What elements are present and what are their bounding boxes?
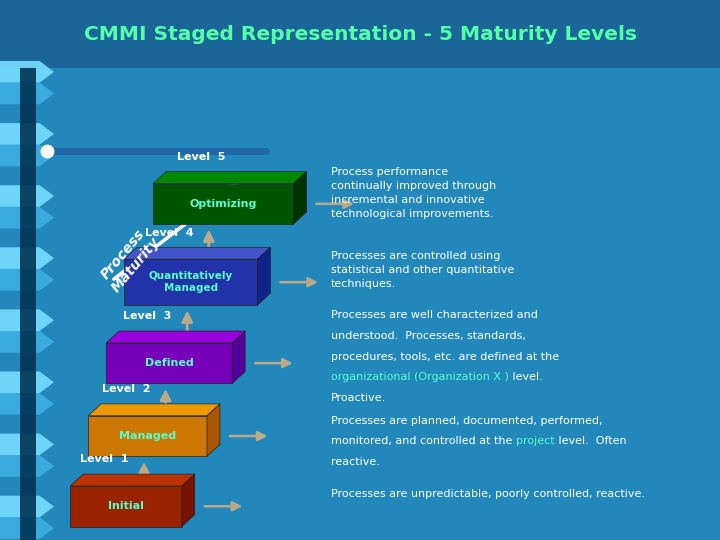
Bar (20, 68, 36, 540)
Text: level.: level. (509, 372, 543, 382)
Text: level.  Often: level. Often (554, 436, 626, 447)
Text: Level  2: Level 2 (102, 384, 150, 394)
Text: Processes are unpredictable, poorly controlled, reactive.: Processes are unpredictable, poorly cont… (331, 489, 645, 499)
Text: Processes are controlled using
statistical and other quantitative
techniques.: Processes are controlled using statistic… (331, 251, 515, 289)
Text: Proactive.: Proactive. (331, 393, 387, 403)
Polygon shape (294, 172, 307, 224)
Polygon shape (0, 247, 54, 269)
Polygon shape (125, 247, 271, 259)
Text: Optimizing: Optimizing (189, 199, 257, 209)
Polygon shape (0, 434, 54, 455)
Polygon shape (0, 372, 54, 393)
Text: Processes are well characterized and: Processes are well characterized and (331, 310, 538, 321)
Bar (0, 0, 720, 68)
Polygon shape (207, 404, 220, 456)
Polygon shape (70, 474, 194, 486)
Text: Quantitatively
Managed: Quantitatively Managed (148, 271, 233, 293)
Polygon shape (0, 455, 54, 477)
Bar (153, 184, 294, 224)
Polygon shape (0, 145, 54, 166)
Polygon shape (0, 185, 54, 207)
Polygon shape (153, 172, 307, 184)
Text: reactive.: reactive. (331, 457, 380, 467)
Text: Level  4: Level 4 (145, 227, 194, 238)
Polygon shape (0, 83, 54, 104)
Polygon shape (107, 331, 245, 343)
Bar (125, 259, 258, 305)
Text: Level  3: Level 3 (123, 311, 172, 321)
Bar (70, 486, 181, 526)
Text: organizational (Organization X ): organizational (Organization X ) (331, 372, 509, 382)
Bar (107, 343, 232, 383)
Polygon shape (232, 331, 245, 383)
Text: Processes are planned, documented, performed,: Processes are planned, documented, perfo… (331, 416, 603, 426)
Text: project: project (516, 436, 554, 447)
Text: procedures, tools, etc. are defined at the: procedures, tools, etc. are defined at t… (331, 352, 559, 362)
Polygon shape (0, 269, 54, 291)
Polygon shape (0, 517, 54, 539)
Text: Managed: Managed (119, 431, 176, 441)
Text: CMMI Staged Representation - 5 Maturity Levels: CMMI Staged Representation - 5 Maturity … (84, 24, 636, 44)
Text: understood.  Processes, standards,: understood. Processes, standards, (331, 331, 526, 341)
Text: Initial: Initial (108, 501, 144, 511)
Polygon shape (0, 123, 54, 145)
Text: Process performance
continually improved through
incremental and innovative
tech: Process performance continually improved… (331, 167, 497, 219)
Polygon shape (88, 404, 220, 416)
Polygon shape (0, 331, 54, 353)
Polygon shape (0, 309, 54, 331)
Text: Defined: Defined (145, 358, 194, 368)
Text: monitored, and controlled at the: monitored, and controlled at the (331, 436, 516, 447)
Polygon shape (0, 393, 54, 415)
Polygon shape (0, 207, 54, 228)
Polygon shape (0, 496, 54, 517)
Text: Process
Maturity: Process Maturity (96, 224, 163, 294)
Polygon shape (181, 474, 194, 526)
Polygon shape (0, 61, 54, 83)
Text: Level  1: Level 1 (80, 454, 129, 464)
Polygon shape (258, 247, 271, 305)
Text: Level  5: Level 5 (177, 152, 226, 162)
Bar (88, 416, 207, 456)
